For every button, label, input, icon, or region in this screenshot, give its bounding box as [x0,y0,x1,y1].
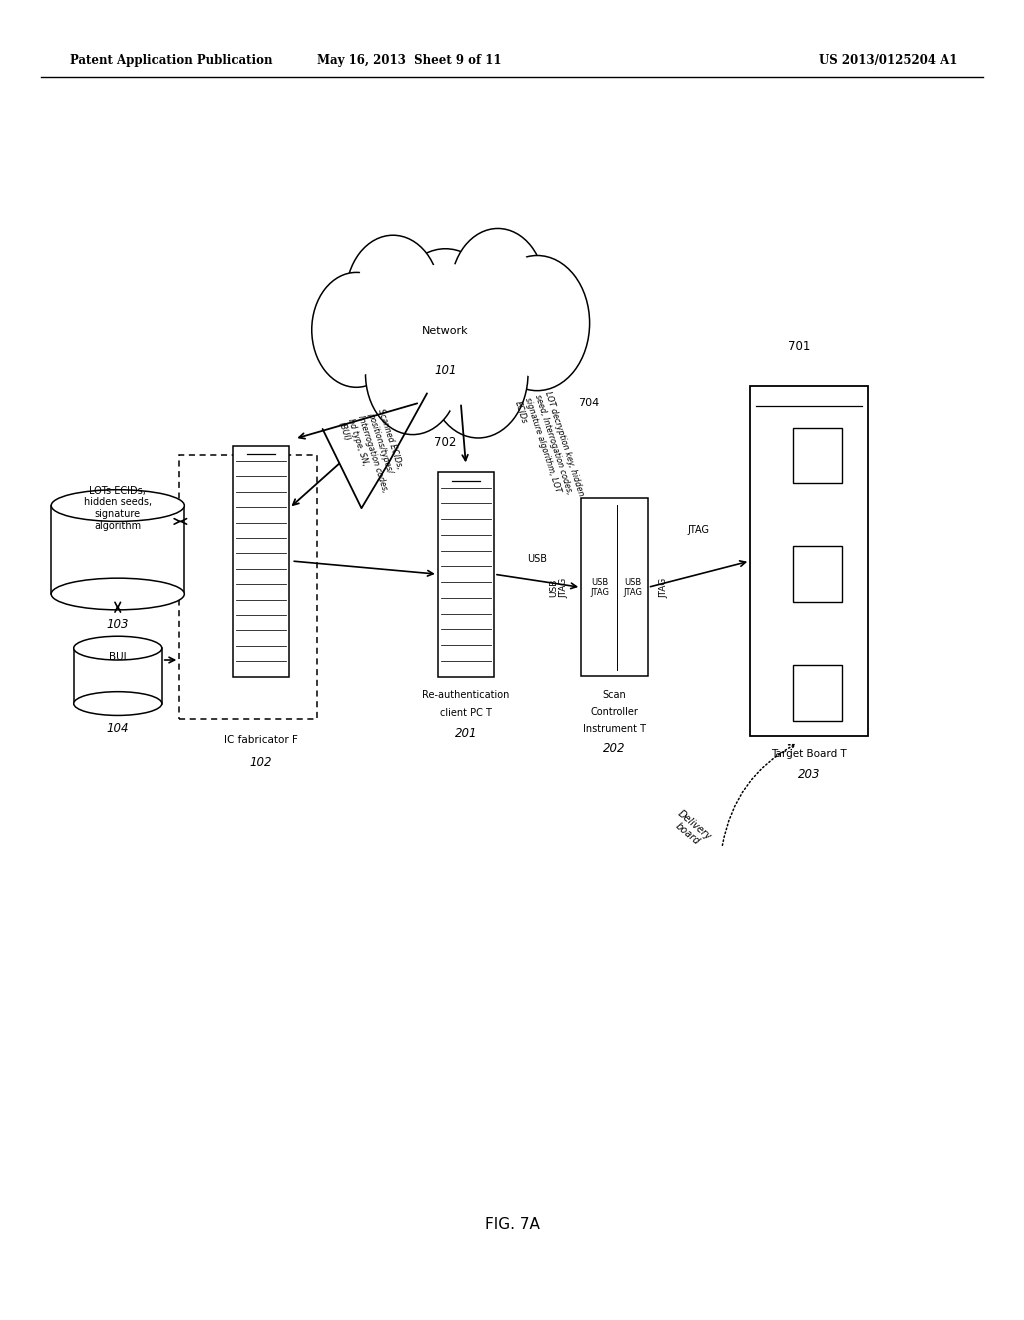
Text: US 2013/0125204 A1: US 2013/0125204 A1 [819,54,957,67]
Bar [793,665,842,721]
Bar [74,648,162,704]
Circle shape [346,235,440,356]
Bar [793,546,842,602]
Circle shape [366,313,460,434]
Text: LOTs ECIDs,
hidden seeds,
signature
algorithm: LOTs ECIDs, hidden seeds, signature algo… [84,486,152,531]
Text: 101: 101 [434,364,457,378]
Text: FIG. 7A: FIG. 7A [484,1217,540,1233]
Text: Target Board T: Target Board T [771,750,847,759]
Text: Delivery
board: Delivery board [669,808,714,851]
Circle shape [428,310,528,438]
Text: 201: 201 [455,726,477,739]
Text: Patent Application Publication: Patent Application Publication [70,54,272,67]
Circle shape [390,248,501,391]
Text: IC fabricator F: IC fabricator F [224,735,298,746]
Text: Re-authentication: Re-authentication [422,689,510,700]
Circle shape [311,272,400,387]
Ellipse shape [74,692,162,715]
Text: client PC T: client PC T [440,708,492,718]
Text: USB
JTAG: USB JTAG [591,578,609,597]
Circle shape [401,263,489,376]
Text: 701: 701 [787,341,810,352]
Text: USB
JTAG: USB JTAG [550,577,569,598]
Bar [179,455,317,719]
Text: JTAG: JTAG [688,524,710,535]
Text: LOT decryption key, hidden
seed, Interrogation codes,
signature algorithm, LOT
E: LOT decryption key, hidden seed, Interro… [513,389,586,507]
Circle shape [460,240,536,338]
Bar [793,428,842,483]
Text: 104: 104 [106,722,129,735]
Text: Controller: Controller [591,708,638,717]
Ellipse shape [51,578,184,610]
Text: 102: 102 [250,756,272,770]
Text: Instrument T: Instrument T [583,723,646,734]
Bar [233,446,290,677]
Text: 702: 702 [434,436,457,449]
Text: 103: 103 [106,618,129,631]
Text: JTAG: JTAG [659,577,669,598]
Text: 203: 203 [798,768,820,780]
Circle shape [451,228,545,350]
Text: May 16, 2013  Sheet 9 of 11: May 16, 2013 Sheet 9 of 11 [317,54,502,67]
Text: Scan: Scan [602,689,627,700]
Ellipse shape [51,490,184,521]
Circle shape [496,269,580,378]
Text: BUI: BUI [109,652,127,663]
Bar [750,385,868,737]
Circle shape [321,284,392,376]
Bar [51,506,184,594]
Circle shape [355,247,431,345]
Bar [438,473,494,677]
Text: USB: USB [527,553,548,564]
Text: 704: 704 [579,397,600,408]
Circle shape [484,256,590,391]
Bar [582,498,648,676]
Circle shape [375,325,451,422]
Text: Scanned ECIDs,
positions/types/
Interrogation codes,
bd type, SN,
(BUI): Scanned ECIDs, positions/types/ Interrog… [337,408,410,500]
Text: 202: 202 [603,742,626,755]
Text: USB
JTAG: USB JTAG [624,578,642,597]
Circle shape [438,322,518,425]
Text: Network: Network [422,326,469,337]
Ellipse shape [74,636,162,660]
